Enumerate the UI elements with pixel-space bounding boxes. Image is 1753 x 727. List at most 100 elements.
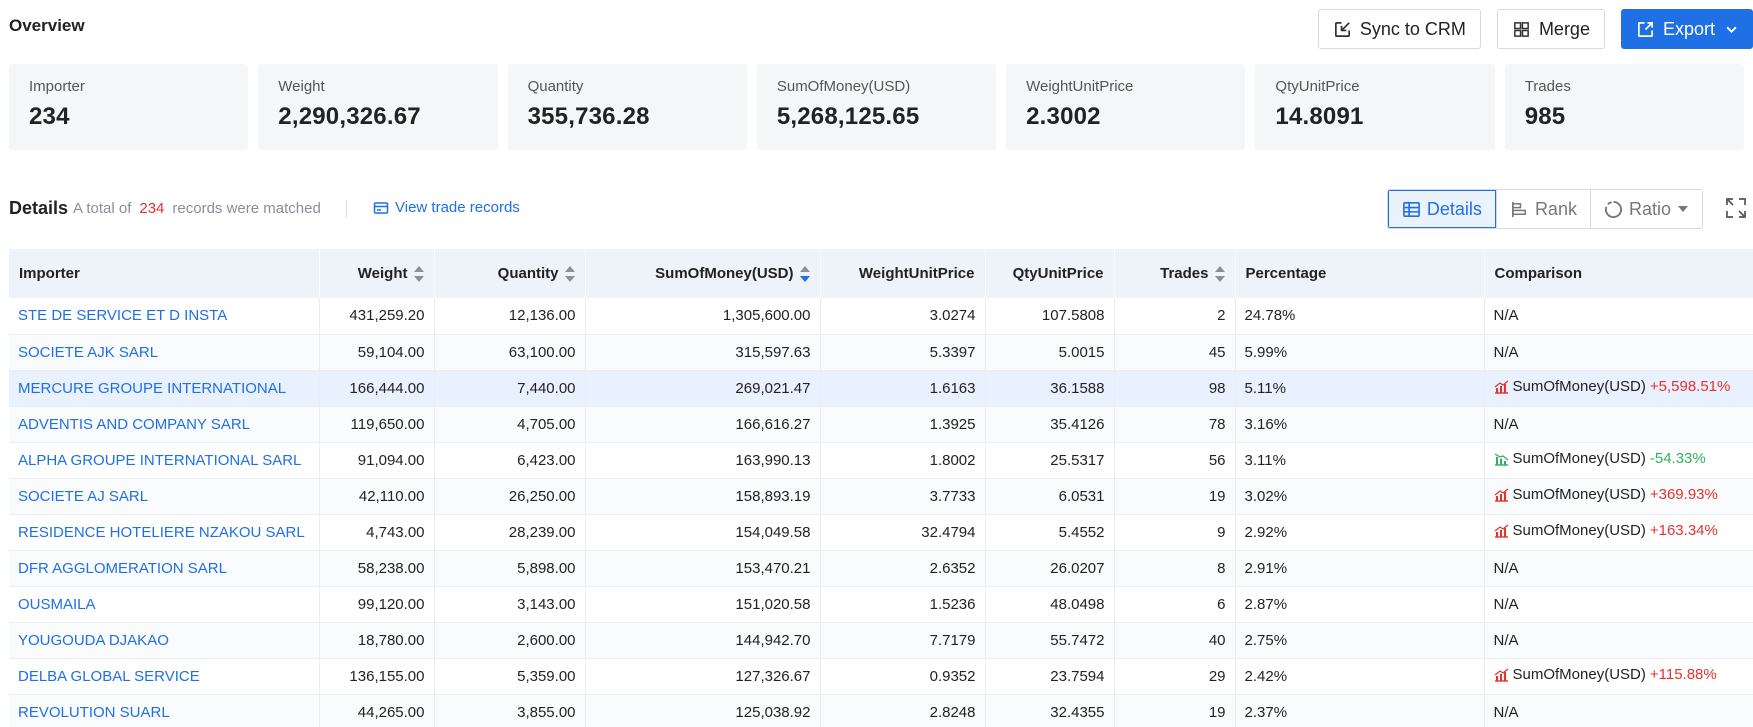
column-header-label: Trades <box>1160 264 1209 282</box>
cell-percentage: 5.11% <box>1235 370 1485 407</box>
table-row[interactable]: RESIDENCE HOTELIERE NZAKOU SARL 4,743.00 2… <box>9 514 1753 551</box>
stat-card-label: SumOfMoney(USD) <box>776 78 911 95</box>
column-header-trades[interactable]: Trades <box>1114 249 1236 298</box>
cell-comparison: N/A <box>1484 622 1753 659</box>
stat-card-label: Trades <box>1524 78 1571 95</box>
stat-card-importer: Importer 234 <box>9 64 249 150</box>
sort-icon[interactable] <box>564 266 575 283</box>
comparison-trend: SumOfMoney(USD) +163.34% <box>1494 522 1718 539</box>
cell-qty-unit-price: 5.4552 <box>985 514 1115 551</box>
cell-qty-unit-price: 6.0531 <box>985 478 1115 515</box>
table-row[interactable]: SOCIETE AJK SARL 59,104.00 63,100.00 315,59… <box>9 334 1753 371</box>
column-header-comparison: Comparison <box>1484 249 1753 298</box>
sort-icon[interactable] <box>1214 266 1225 283</box>
cell-qty-unit-price: 35.4126 <box>985 406 1115 443</box>
stat-card-quantity: Quantity 355,736.28 <box>507 64 747 150</box>
fullscreen-icon[interactable] <box>1725 197 1747 219</box>
cell-weight-unit-price: 3.0274 <box>820 298 986 335</box>
view-ratio-label: Ratio <box>1628 198 1671 219</box>
table-row[interactable]: YOUGOUDA DJAKAO 18,780.00 2,600.00 144,942.… <box>9 622 1753 659</box>
table-row[interactable]: OUSMAILA 99,120.00 3,143.00 151,020.58 1.523… <box>9 586 1753 623</box>
cell-percentage: 3.11% <box>1235 442 1485 479</box>
stat-card-label: WeightUnitPrice <box>1026 78 1134 95</box>
importer-name-link[interactable]: OUSMAILA <box>9 586 320 623</box>
table-row[interactable]: DELBA GLOBAL SERVICE 136,155.00 5,359.00 12… <box>9 658 1753 695</box>
column-header-weight-unit-price: WeightUnitPrice <box>820 249 986 298</box>
trend-up-icon <box>1494 524 1508 538</box>
table-header-row: Importer Weight Quantity SumOfMoney(USD)… <box>9 249 1753 298</box>
cell-comparison: SumOfMoney(USD) -54.33% <box>1484 442 1753 479</box>
table-row[interactable]: REVOLUTION SUARL 44,265.00 3,855.00 125,038… <box>9 694 1753 727</box>
table-row[interactable]: SOCIETE AJ SARL 42,110.00 26,250.00 158,893… <box>9 478 1753 515</box>
cell-weight-unit-price: 1.8002 <box>820 442 986 479</box>
column-header-weight[interactable]: Weight <box>319 249 435 298</box>
table-row[interactable]: ADVENTIS AND COMPANY SARL 119,650.00 4,705… <box>9 406 1753 443</box>
cell-comparison: SumOfMoney(USD) +163.34% <box>1484 514 1753 551</box>
comparison-metric: SumOfMoney(USD) <box>1512 378 1646 396</box>
stat-card-label: QtyUnitPrice <box>1275 78 1360 95</box>
cell-comparison: SumOfMoney(USD) +369.93% <box>1484 478 1753 515</box>
cell-qty-unit-price: 48.0498 <box>985 586 1115 623</box>
column-header-quantity[interactable]: Quantity <box>434 249 586 298</box>
comparison-delta: -54.33% <box>1649 450 1706 468</box>
view-ratio-button[interactable]: Ratio <box>1589 190 1702 228</box>
caret-down-icon <box>1678 206 1688 212</box>
stat-card-qty-unit-price: QtyUnitPrice 14.8091 <box>1255 64 1495 150</box>
importer-name-link[interactable]: ALPHA GROUPE INTERNATIONAL SARL <box>9 442 320 479</box>
importer-table: Importer Weight Quantity SumOfMoney(USD)… <box>9 249 1753 727</box>
column-header-sum-of-money[interactable]: SumOfMoney(USD) <box>585 249 821 298</box>
cell-percentage: 24.78% <box>1235 298 1485 335</box>
cell-trades: 45 <box>1114 334 1236 371</box>
cell-weight-unit-price: 1.6163 <box>820 370 986 407</box>
cell-sum-of-money: 269,021.47 <box>585 370 821 407</box>
comparison-metric: SumOfMoney(USD) <box>1512 522 1646 540</box>
view-details-button[interactable]: Details <box>1387 190 1496 228</box>
cell-weight: 136,155.00 <box>319 658 435 695</box>
cell-qty-unit-price: 36.1588 <box>985 370 1115 407</box>
cell-sum-of-money: 125,038.92 <box>585 694 821 727</box>
view-trade-records-link[interactable]: View trade records <box>373 199 520 216</box>
cell-trades: 19 <box>1114 694 1236 727</box>
column-header-label: SumOfMoney(USD) <box>655 264 794 282</box>
importer-name-link[interactable]: RESIDENCE HOTELIERE NZAKOU SARL <box>9 514 320 551</box>
importer-name-link[interactable]: SOCIETE AJK SARL <box>9 334 320 371</box>
cell-weight-unit-price: 5.3397 <box>820 334 986 371</box>
cell-trades: 19 <box>1114 478 1236 515</box>
view-details-label: Details <box>1426 198 1482 219</box>
sort-icon[interactable] <box>413 266 424 283</box>
cell-trades: 29 <box>1114 658 1236 695</box>
cell-trades: 40 <box>1114 622 1236 659</box>
importer-name-link[interactable]: REVOLUTION SUARL <box>9 694 320 727</box>
comparison-na: N/A <box>1493 415 1519 433</box>
importer-name-link[interactable]: DFR AGGLOMERATION SARL <box>9 550 320 587</box>
importer-name-link[interactable]: ADVENTIS AND COMPANY SARL <box>9 406 320 443</box>
table-row[interactable]: ALPHA GROUPE INTERNATIONAL SARL 91,094.00… <box>9 442 1753 479</box>
table-row[interactable]: MERCURE GROUPE INTERNATIONAL 166,444.00 7,… <box>9 370 1753 407</box>
importer-name-link[interactable]: STE DE SERVICE ET D INSTA <box>9 298 320 335</box>
details-title: Details <box>9 198 69 218</box>
export-button[interactable]: Export <box>1620 9 1753 49</box>
comparison-na: N/A <box>1493 631 1519 649</box>
sync-icon <box>1334 21 1350 37</box>
cell-comparison: N/A <box>1484 550 1753 587</box>
records-matched-note: A total of 234 records were matched <box>73 200 321 217</box>
merge-button[interactable]: Merge <box>1496 9 1605 49</box>
table-row[interactable]: STE DE SERVICE ET D INSTA 431,259.20 12,13… <box>9 298 1753 335</box>
chevron-down-icon <box>1726 26 1737 33</box>
cell-weight-unit-price: 2.8248 <box>820 694 986 727</box>
table-row[interactable]: DFR AGGLOMERATION SARL 58,238.00 5,898.00 1… <box>9 550 1753 587</box>
importer-name-link[interactable]: YOUGOUDA DJAKAO <box>9 622 320 659</box>
importer-name-link[interactable]: SOCIETE AJ SARL <box>9 478 320 515</box>
comparison-trend: SumOfMoney(USD) +369.93% <box>1494 486 1718 503</box>
stat-card-label: Importer <box>29 78 85 95</box>
comparison-na: N/A <box>1493 343 1519 361</box>
importer-name-link[interactable]: DELBA GLOBAL SERVICE <box>9 658 320 695</box>
view-rank-button[interactable]: Rank <box>1495 190 1590 228</box>
column-header-label: Comparison <box>1494 265 1583 282</box>
importer-name-link[interactable]: MERCURE GROUPE INTERNATIONAL <box>9 370 320 407</box>
overview-title: Overview <box>9 16 85 35</box>
cell-trades: 56 <box>1114 442 1236 479</box>
view-switcher: Details Rank Ratio <box>1386 189 1703 229</box>
sync-to-crm-button[interactable]: Sync to CRM <box>1317 9 1481 49</box>
sort-desc-icon[interactable] <box>799 266 810 283</box>
